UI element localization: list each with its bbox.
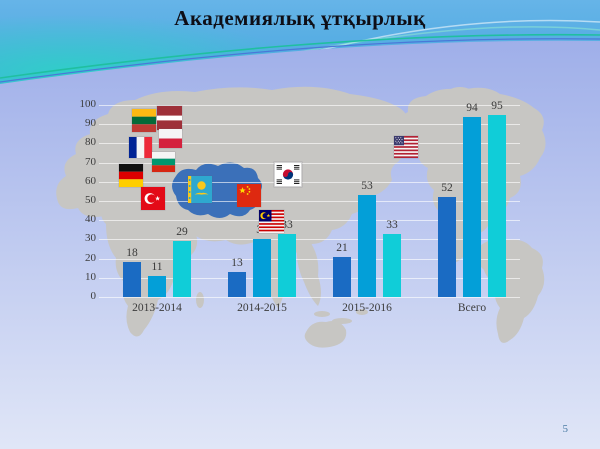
bar-value-label: 33 (386, 218, 398, 231)
y-axis-tick-label: 40 (85, 213, 96, 226)
flag-germany-icon (119, 164, 143, 187)
bar-cyan-2013-2014 (173, 241, 191, 297)
gridline (99, 297, 520, 298)
flag-turkey-icon (141, 187, 165, 210)
y-axis-tick-label: 90 (85, 117, 96, 130)
bar-value-label: 53 (361, 180, 373, 193)
bar-medium-blue-2013-2014 (148, 275, 166, 297)
bar-value-label: 11 (151, 260, 163, 273)
flag-kazakhstan-icon (188, 176, 212, 203)
flag-poland-icon (159, 129, 182, 148)
y-axis-tick-label: 80 (85, 136, 96, 149)
bar-cyan-2014-2015 (278, 233, 296, 297)
page-number: 5 (562, 423, 569, 435)
x-axis-category-label: 2014-2015 (237, 302, 287, 314)
x-axis-category-label: Всего (457, 302, 487, 314)
gridline (99, 239, 520, 241)
bar-value-label: 18 (126, 247, 138, 260)
flag-france-icon (129, 137, 152, 158)
bar-dark-blue-2015-2016 (333, 256, 351, 297)
flag-latvia-icon (157, 106, 182, 130)
y-axis-tick-label: 30 (85, 232, 96, 245)
y-axis-tick-label: 60 (85, 174, 96, 187)
y-axis-tick-label: 70 (85, 155, 96, 168)
bar-value-label: 52 (441, 182, 453, 195)
y-axis-tick-label: 0 (90, 290, 97, 302)
bar-cyan-Всего (488, 114, 506, 297)
bar-dark-blue-Всего (438, 197, 456, 297)
y-axis-tick-label: 100 (79, 98, 97, 110)
flag-china-icon (237, 184, 261, 207)
slide-title: Академиялық ұтқырлық (174, 6, 426, 30)
flag-south-korea-icon (274, 162, 302, 187)
bar-value-label: 95 (491, 99, 503, 112)
flag-bulgaria-icon (152, 152, 175, 172)
bar-cyan-2015-2016 (383, 233, 401, 297)
gridline (99, 220, 520, 222)
bar-medium-blue-2015-2016 (358, 195, 376, 297)
bar-value-label: 13 (231, 257, 243, 270)
y-axis-tick-label: 50 (85, 194, 96, 206)
bar-medium-blue-2014-2015 (253, 239, 271, 297)
x-axis-category-label: 2013-2014 (132, 302, 182, 314)
bar-value-label: 21 (336, 241, 348, 254)
flag-lithuania-icon (132, 109, 156, 132)
bar-medium-blue-Всего (463, 116, 481, 297)
bar-dark-blue-2013-2014 (123, 262, 141, 297)
flag-malaysia-icon (259, 210, 284, 233)
bar-dark-blue-2014-2015 (228, 272, 246, 297)
y-axis-tick-label: 20 (85, 251, 96, 264)
x-axis-category-label: 2015-2016 (342, 302, 392, 314)
bar-value-label: 29 (176, 226, 188, 239)
flag-usa-icon (394, 136, 418, 158)
y-axis-tick-label: 10 (85, 270, 96, 283)
gridline (99, 258, 520, 260)
